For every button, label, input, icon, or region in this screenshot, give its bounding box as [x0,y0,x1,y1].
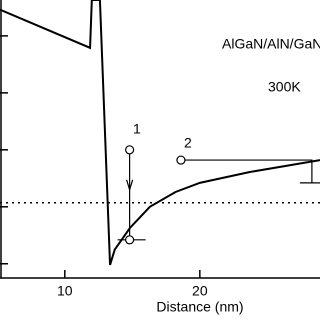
annotation: 1 [133,121,141,137]
marker-point [125,235,135,245]
marker-arrow [126,179,134,192]
band-edge-line [0,0,320,266]
annotation: AlGaN/AlN/GaN [222,36,320,52]
marker-point [176,155,186,165]
x-axis-label: Distance (nm) [156,299,243,315]
x-tick-label: 20 [192,283,208,299]
annotation: 300K [268,79,301,95]
x-tick-label: 10 [57,283,73,299]
marker-point [125,145,135,155]
annotation: 2 [184,135,192,151]
marker-line [180,159,313,183]
